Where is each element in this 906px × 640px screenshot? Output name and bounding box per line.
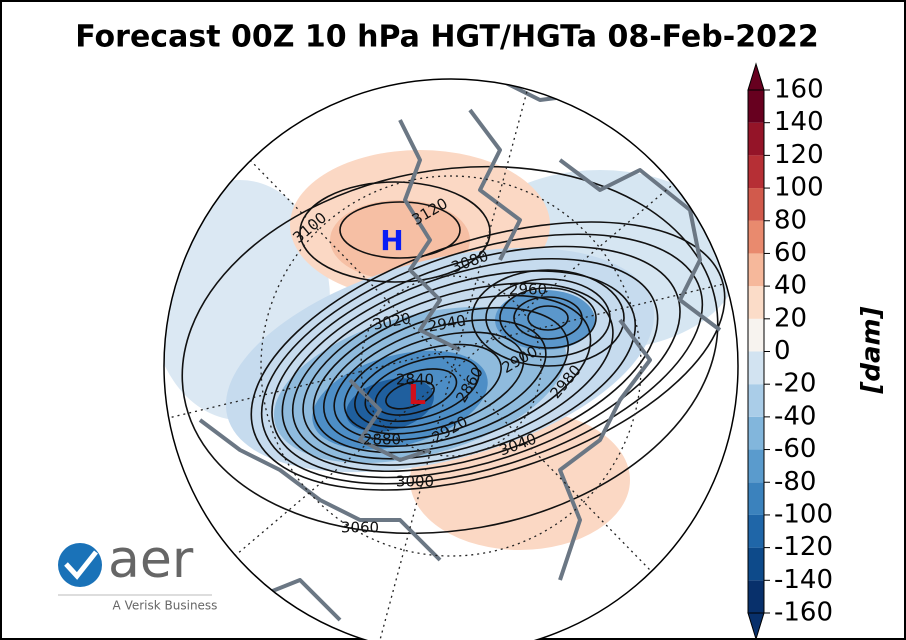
contour: [260, 233, 704, 485]
colorbar-band: [748, 449, 764, 483]
colorbar-tick-label: 40: [774, 271, 807, 301]
colorbar-tick-label: 100: [774, 173, 824, 203]
colorbar-band: [748, 122, 764, 156]
contour-label: 3000: [396, 473, 434, 491]
colorbar: -160-140-120-100-80-60-40-20020406080100…: [747, 62, 833, 640]
colorbar-band: [748, 514, 764, 548]
contour: [299, 181, 491, 283]
contour-label: 3060: [341, 519, 379, 537]
coastlines: [198, 79, 722, 622]
contour: [499, 287, 597, 349]
logo-name: aer: [108, 530, 194, 590]
contour: [513, 296, 583, 340]
contour: [271, 245, 681, 479]
contours: [181, 165, 726, 535]
high-label: H: [380, 224, 403, 257]
colorbar-band: [748, 318, 764, 352]
colorbar-tick-label: 160: [774, 75, 824, 105]
contour: [339, 201, 461, 259]
colorbar-band: [748, 253, 764, 287]
colorbar-tick-label: 0: [774, 336, 791, 366]
colorbar-tick-label: 80: [774, 205, 807, 235]
contour: [181, 165, 719, 535]
colorbar-tick-label: 60: [774, 238, 807, 268]
map-border: [163, 78, 739, 640]
colorbar-tick-label: -100: [774, 499, 833, 529]
contour: [364, 355, 480, 423]
colorbar-tick-label: -80: [774, 467, 816, 497]
colorbar-band: [748, 416, 764, 450]
colorbar-tick-label: 20: [774, 303, 807, 333]
colorbar-band: [748, 482, 764, 515]
contour-label: 2960: [509, 281, 547, 299]
logo-tagline: A Verisk Business: [113, 599, 218, 613]
colorbar-tick-label: -60: [774, 434, 816, 464]
contour: [291, 270, 637, 466]
contour: [281, 257, 659, 473]
contour-label: 2840: [396, 371, 434, 389]
contour: [527, 305, 569, 331]
contour: [312, 294, 592, 454]
map: [164, 79, 738, 640]
contour-label: 2880: [363, 431, 401, 449]
graticule: [164, 79, 738, 640]
colorbar-band: [748, 384, 764, 417]
colorbar-band: [748, 155, 764, 189]
colorbar-band: [748, 547, 764, 581]
colorbar-band: [748, 286, 764, 319]
title: Forecast 00Z 10 hPa HGT/HGTa 08-Feb-2022: [75, 20, 818, 55]
colorbar-band: [748, 580, 764, 613]
contour: [385, 380, 435, 410]
colorbar-band: [748, 351, 764, 385]
contour: [485, 278, 611, 358]
contour: [354, 343, 502, 429]
low-label: L: [408, 378, 426, 411]
colorbar-band: [748, 220, 764, 254]
logo: aer A Verisk Business: [58, 530, 217, 613]
contour: [471, 269, 625, 367]
colorbar-tick-label: 140: [774, 107, 824, 137]
colorbar-tick-label: -120: [774, 532, 833, 562]
colorbar-band: [748, 90, 764, 123]
colorbar-tick-label: 120: [774, 140, 824, 170]
colorbar-tick-label: -40: [774, 401, 816, 431]
colorbar-tick-label: -140: [774, 565, 833, 595]
colorbar-tick-label: -160: [774, 598, 833, 628]
colorbar-label: [dam]: [857, 306, 887, 394]
contour: [302, 282, 614, 460]
colorbar-band: [748, 188, 764, 221]
contour: [250, 221, 726, 491]
colorbar-tick-label: -20: [774, 369, 816, 399]
